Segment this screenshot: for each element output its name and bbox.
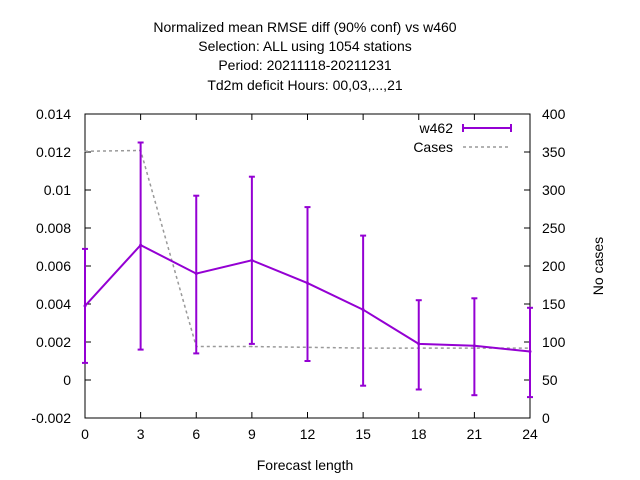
y2-tick-label: 400 [542, 106, 566, 122]
axis-ticks: 0 3 6 9 12 15 18 21 24 -0.002 0 0.002 0.004 0.006 0.00… [31, 106, 565, 442]
cases-data-point [251, 345, 253, 348]
y-tick-label: 0.006 [36, 258, 71, 274]
w462-data-point [306, 281, 309, 285]
x-tick-label: 6 [192, 426, 200, 442]
x-tick-label: 9 [248, 426, 256, 442]
w462-data-point [361, 308, 365, 312]
w462-data-point [83, 304, 87, 308]
w462-data-point [472, 344, 476, 348]
y2-tick-label: 150 [542, 296, 566, 312]
x-axis-label: Forecast length [257, 457, 354, 473]
x-tick-label: 24 [522, 426, 538, 442]
y2-tick-label: 0 [542, 410, 550, 426]
y2-tick-label: 50 [542, 372, 558, 388]
chart-title: Normalized mean RMSE diff (90% conf) vs … [153, 19, 456, 93]
y2-axis-label: No cases [590, 237, 606, 295]
cases-data-point [84, 150, 86, 153]
legend: w462 Cases [413, 120, 512, 155]
legend-label-cases: Cases [413, 139, 453, 155]
x-tick-label: 18 [411, 426, 427, 442]
y-tick-label: 0.014 [36, 106, 71, 122]
y-tick-label: 0 [63, 372, 71, 388]
title-line-4: Td2m deficit Hours: 00,03,...,21 [207, 77, 403, 93]
series-layer [82, 141, 533, 399]
x-tick-label: 3 [137, 426, 145, 442]
w462-data-point [528, 350, 532, 353]
y-tick-label: 0.01 [44, 182, 71, 198]
y-tick-label: -0.002 [31, 410, 71, 426]
w462-data-point [139, 243, 143, 247]
x-tick-label: 15 [355, 426, 371, 442]
y-tick-label: 0.002 [36, 334, 71, 350]
y-tick-label: 0.004 [36, 296, 71, 312]
x-tick-label: 12 [300, 426, 316, 442]
w462-data-point [194, 272, 198, 276]
x-tick-label: 0 [81, 426, 89, 442]
x-tick-label: 21 [467, 426, 483, 442]
title-line-1: Normalized mean RMSE diff (90% conf) vs … [153, 19, 456, 35]
y2-tick-label: 250 [542, 220, 566, 236]
title-line-2: Selection: ALL using 1054 stations [198, 38, 412, 54]
y2-tick-label: 100 [542, 334, 566, 350]
y2-tick-label: 200 [542, 258, 566, 274]
y2-tick-label: 350 [542, 144, 566, 160]
w462-data-point [250, 258, 254, 262]
title-line-3: Period: 20211118-20211231 [218, 57, 392, 73]
w462-data-point [417, 342, 421, 346]
y-tick-label: 0.008 [36, 220, 71, 236]
y-tick-label: 0.012 [36, 144, 71, 160]
y2-tick-label: 300 [542, 182, 566, 198]
legend-label-w462: w462 [419, 120, 454, 136]
